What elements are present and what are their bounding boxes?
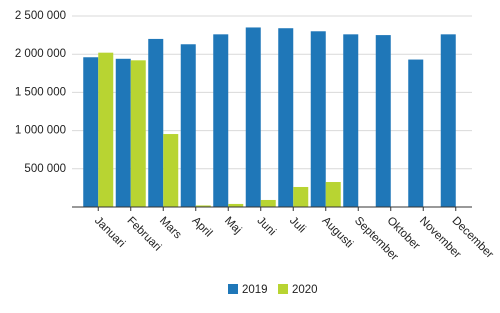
bar xyxy=(228,203,244,207)
x-tick-label: Januari xyxy=(92,215,127,250)
y-tick-label: 2 500 000 xyxy=(15,10,66,22)
x-tick-label: Februari xyxy=(124,215,163,254)
x-tick-label: Augusti xyxy=(319,215,355,251)
bar xyxy=(293,186,309,207)
bar xyxy=(310,31,326,208)
bar xyxy=(195,205,211,207)
y-tick-label: 1 000 000 xyxy=(15,125,66,137)
bar xyxy=(245,27,261,208)
legend-label: 2019 xyxy=(242,284,268,296)
bar xyxy=(163,134,179,207)
bar xyxy=(115,58,131,208)
x-tick-label: Juli xyxy=(287,215,308,236)
bar xyxy=(343,34,359,207)
bar xyxy=(440,34,456,207)
bar xyxy=(278,28,294,207)
legend-swatch xyxy=(278,284,288,294)
y-tick-label: 2 000 000 xyxy=(15,48,66,60)
bar xyxy=(408,59,424,207)
bar xyxy=(213,34,229,207)
y-tick-label: 1 500 000 xyxy=(15,86,66,98)
x-tick-label: Juni xyxy=(254,215,277,238)
bar xyxy=(180,44,196,207)
bar xyxy=(375,35,391,207)
bar xyxy=(83,57,99,208)
bar xyxy=(130,60,146,208)
legend-label: 2020 xyxy=(292,284,318,296)
x-tick-label: Mars xyxy=(157,215,184,242)
x-tick-label: April xyxy=(189,215,214,240)
bar xyxy=(148,38,164,207)
bar xyxy=(98,52,114,208)
bar xyxy=(260,199,276,207)
y-tick-label: 500 000 xyxy=(24,163,66,175)
legend-swatch xyxy=(228,284,238,294)
x-tick-label: Maj xyxy=(222,215,244,237)
bar xyxy=(325,182,341,207)
